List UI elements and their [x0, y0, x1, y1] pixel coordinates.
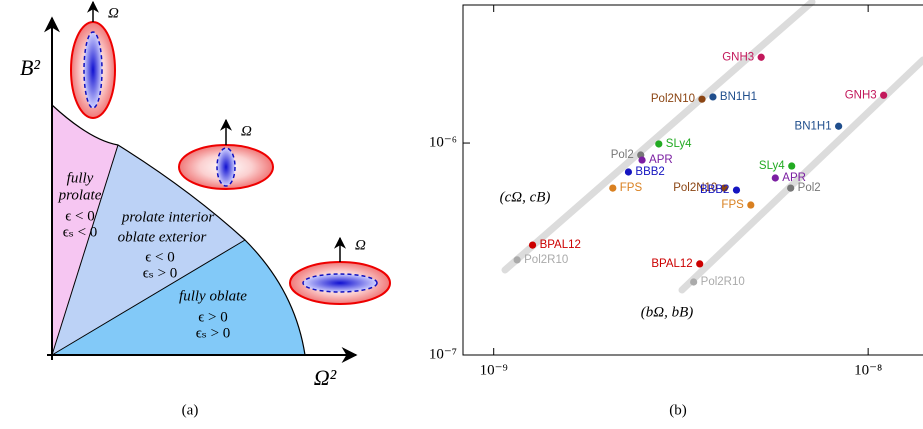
diagram: B² Ω² Ω Ω Ω fully prolate ϵ < 0 ϵₛ < 0 p… [20, 2, 390, 418]
point [747, 201, 754, 208]
trend-band [505, 2, 812, 270]
region-label: ϵ > 0 [198, 309, 228, 325]
rotation-label: Ω [241, 123, 252, 139]
point [609, 184, 616, 191]
region-label: fully [67, 170, 94, 186]
point-label: Pol2 [611, 149, 634, 161]
point [733, 186, 740, 193]
point-label: GNH3 [722, 51, 754, 63]
point-label: GNH3 [845, 89, 877, 101]
region-label: prolate [58, 187, 102, 203]
point-label: BPAL12 [651, 258, 692, 270]
point [655, 140, 662, 147]
core [84, 32, 102, 108]
point-label: FPS [721, 199, 744, 211]
point [880, 92, 887, 99]
series-label: (cΩ, cB) [500, 189, 551, 205]
series-label: (bΩ, bB) [641, 304, 694, 320]
plot-frame [463, 5, 923, 355]
point [698, 96, 705, 103]
y-axis-label: B² [20, 55, 40, 80]
point-label: SLy4 [759, 160, 785, 172]
rotation-label: Ω [108, 5, 119, 21]
point [638, 156, 645, 163]
point-label: Pol2R10 [524, 254, 568, 266]
point [690, 278, 697, 285]
region-label: oblate exterior [118, 229, 207, 245]
point-label: BPAL12 [540, 239, 581, 251]
region-label: prolate interior [121, 209, 215, 225]
point [709, 93, 716, 100]
chart: (b) 10⁻⁹ 10⁻⁸ 10⁻⁷ 10⁻⁶ (cΩ, cB) GNH3 BN1H1 Pol… [429, 2, 923, 418]
point-label: APR [649, 154, 673, 166]
x-axis-label: Ω² [314, 365, 337, 390]
rotation-label: Ω [355, 237, 366, 253]
point-label: Pol2R10 [701, 276, 745, 288]
figure: B² Ω² Ω Ω Ω fully prolate ϵ < 0 ϵₛ < 0 p… [0, 0, 923, 429]
point-label: BN1H1 [795, 120, 832, 132]
point-label: SLy4 [666, 138, 692, 150]
point-label: FPS [620, 182, 643, 194]
point [835, 123, 842, 130]
region-label: ϵₛ < 0 [63, 224, 98, 240]
point-label: BBB2 [700, 184, 729, 196]
x-tick-label: 10⁻⁹ [480, 362, 508, 378]
point-label: Pol2 [798, 182, 821, 194]
point [529, 241, 536, 248]
point-label: Pol2N10 [651, 93, 695, 105]
region-label: fully oblate [179, 288, 247, 304]
core [303, 274, 377, 292]
y-tick-label: 10⁻⁶ [429, 134, 457, 150]
point-label: BN1H1 [720, 91, 757, 103]
caption: (b) [669, 402, 687, 418]
region-label: ϵₛ > 0 [196, 325, 231, 341]
region-label: ϵ < 0 [65, 208, 95, 224]
point [787, 184, 794, 191]
point [625, 168, 632, 175]
point [696, 260, 703, 267]
caption: (a) [182, 402, 199, 418]
point [772, 174, 779, 181]
region-label: ϵₛ > 0 [143, 265, 178, 281]
point [788, 162, 795, 169]
region-label: ϵ < 0 [145, 249, 175, 265]
point-label: BBB2 [635, 166, 664, 178]
point [758, 54, 765, 61]
core [217, 148, 235, 186]
x-tick-label: 10⁻⁸ [854, 362, 882, 378]
y-tick-label: 10⁻⁷ [429, 346, 457, 362]
point [514, 256, 521, 263]
